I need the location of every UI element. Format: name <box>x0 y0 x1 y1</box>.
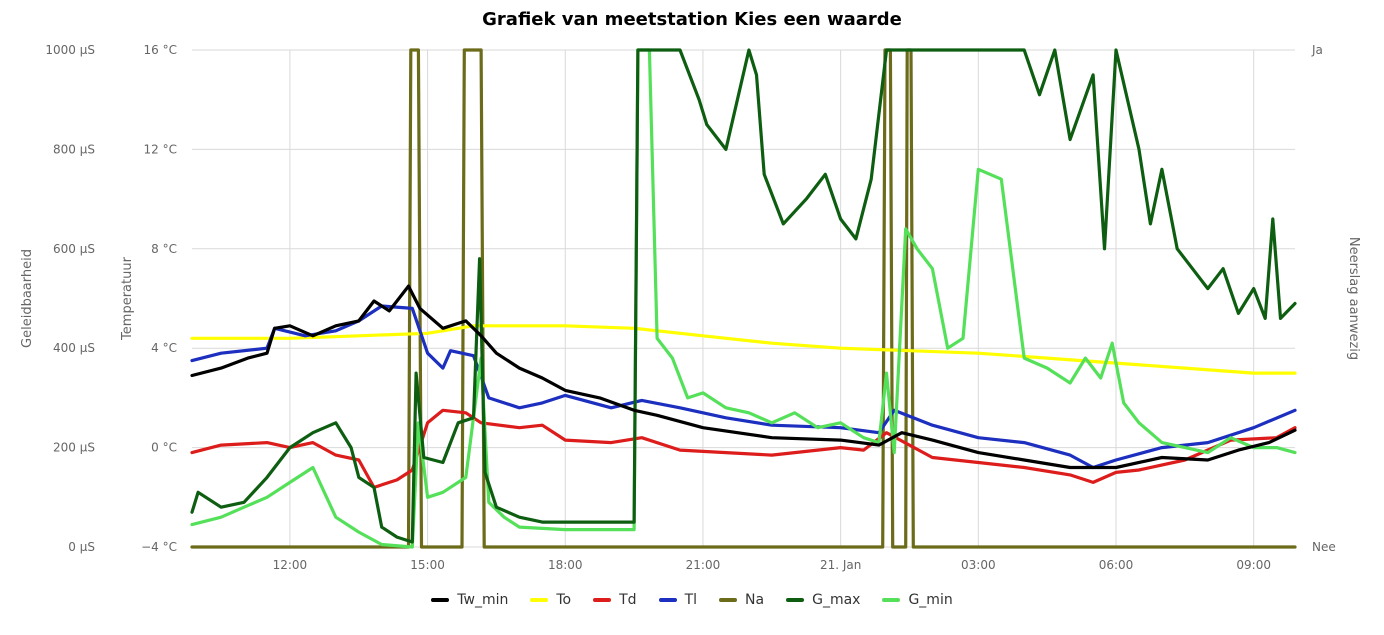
y-tick-label-temperature: −4 °C <box>141 540 177 554</box>
y-axis-title-precipitation: Neerslag aanwezig <box>1346 237 1361 360</box>
y-tick-label-conductivity: 800 µS <box>53 142 95 156</box>
series-line-tw-min <box>190 284 1297 470</box>
legend-item-to[interactable]: To <box>530 592 571 608</box>
legend-label: Na <box>745 592 765 608</box>
y-tick-label-temperature: 4 °C <box>151 341 177 355</box>
axes: 12:00 15:00 18:00 21:00 21. Jan 03:00 06:00 09:… <box>20 43 1361 572</box>
series-line-tl <box>190 304 1297 470</box>
legend: Tw_min To Td Tl Na G_max G_min <box>0 592 1384 608</box>
chart-title: Grafiek van meetstation Kies een waarde <box>482 9 902 30</box>
y-tick-label-temperature: 16 °C <box>144 43 177 57</box>
x-tick-label: 12:00 <box>273 558 308 572</box>
y-axis-title-temperature: Temperatuur <box>120 256 135 341</box>
y-tick-label-temperature: 12 °C <box>144 142 177 156</box>
x-tick-label: 03:00 <box>961 558 996 572</box>
y-axis-title-conductivity: Geleidbaarheid <box>20 249 35 348</box>
legend-item-g-min[interactable]: G_min <box>882 592 953 608</box>
x-tick-label: 21:00 <box>686 558 721 572</box>
legend-swatch <box>882 598 901 602</box>
series-line-g-min <box>190 48 1297 549</box>
x-tick-label: 18:00 <box>548 558 583 572</box>
y-tick-label-precipitation: Ja <box>1311 43 1323 57</box>
legend-label: Tl <box>684 592 698 608</box>
legend-swatch <box>593 598 612 602</box>
legend-label: Td <box>619 592 637 608</box>
legend-swatch <box>431 598 450 602</box>
legend-swatch <box>719 598 738 602</box>
legend-swatch <box>786 598 805 602</box>
legend-label: Tw_min <box>457 592 509 608</box>
series-layer <box>190 48 1297 549</box>
x-tick-label: 06:00 <box>1099 558 1134 572</box>
legend-item-tw-min[interactable]: Tw_min <box>431 592 508 608</box>
legend-swatch <box>530 598 549 602</box>
legend-label: G_min <box>908 592 953 608</box>
y-tick-label-conductivity: 400 µS <box>53 341 95 355</box>
y-tick-label-temperature: 8 °C <box>151 242 177 256</box>
y-tick-label-conductivity: 1000 µS <box>45 43 95 57</box>
y-tick-label-conductivity: 200 µS <box>53 441 95 455</box>
y-tick-label-temperature: 0 °C <box>151 441 177 455</box>
legend-item-tl[interactable]: Tl <box>658 592 698 608</box>
legend-swatch <box>658 598 677 602</box>
legend-label: To <box>556 592 572 608</box>
x-tick-label: 21. Jan <box>820 558 861 572</box>
legend-item-td[interactable]: Td <box>593 592 637 608</box>
legend-item-g-max[interactable]: G_max <box>786 592 860 608</box>
y-tick-label-conductivity: 600 µS <box>53 242 95 256</box>
series-line-to <box>190 324 1297 375</box>
y-tick-label-precipitation: Nee <box>1312 540 1336 554</box>
x-tick-label: 15:00 <box>410 558 445 572</box>
x-tick-label: 09:00 <box>1236 558 1271 572</box>
series-line-g-max <box>190 48 1297 544</box>
legend-label: G_max <box>812 592 861 608</box>
y-tick-label-conductivity: 0 µS <box>68 540 95 554</box>
legend-item-na[interactable]: Na <box>719 592 764 608</box>
